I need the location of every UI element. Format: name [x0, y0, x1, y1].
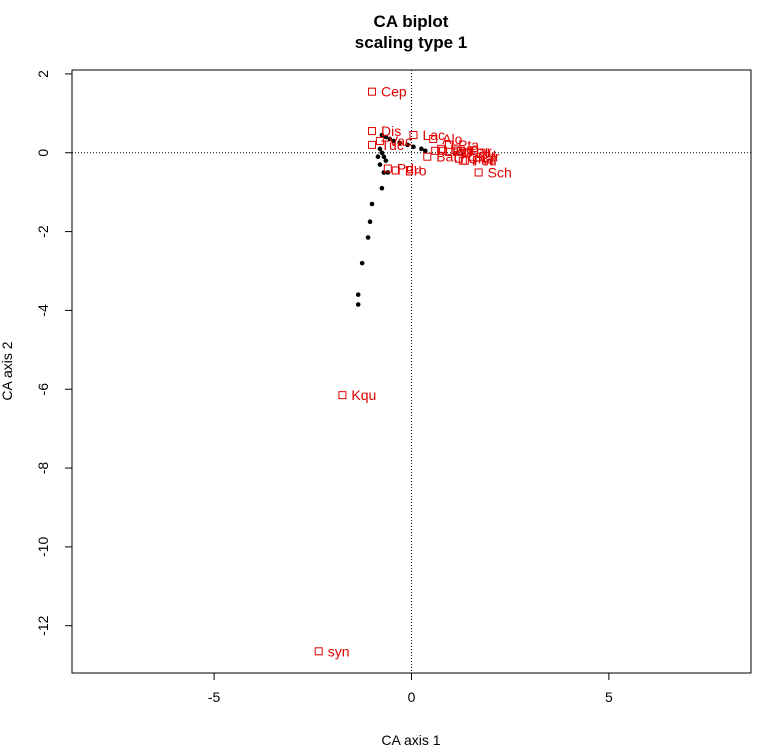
species-marker	[368, 87, 377, 96]
site-point	[383, 134, 389, 140]
site-point	[377, 146, 383, 152]
species-marker	[439, 146, 448, 155]
site-point	[387, 136, 393, 142]
species-label: Vac	[389, 133, 412, 149]
species-label: Pdu	[397, 161, 422, 177]
species-marker	[368, 127, 377, 136]
site-point	[355, 292, 361, 297]
species-marker	[375, 136, 384, 145]
x-tick-label: -5	[208, 689, 221, 705]
species-label: Alo	[442, 131, 462, 147]
y-axis-title: CA axis 2	[0, 341, 15, 400]
y-axis: 2 0 -2 -4 -6 -8 -10 -12	[35, 70, 72, 636]
y-tick-label: 2	[35, 70, 51, 78]
x-axis: -5 0 5	[208, 673, 613, 705]
y-tick-label: -6	[35, 383, 51, 396]
species-label: Dis	[381, 123, 401, 139]
site-point	[375, 154, 381, 160]
species-marker	[474, 168, 483, 177]
site-point	[379, 150, 385, 156]
y-tick-label: -10	[35, 537, 51, 557]
y-tick-label: -2	[35, 225, 51, 238]
site-point	[397, 140, 402, 146]
species-marker	[338, 391, 347, 400]
y-tick-label: -8	[35, 462, 51, 475]
site-point	[367, 219, 373, 225]
species-marker	[391, 166, 400, 175]
species-label: Kqu	[351, 387, 376, 403]
species-marker	[423, 152, 432, 161]
species-marker	[445, 140, 454, 149]
x-tick-label: 0	[408, 689, 416, 705]
species-label: Sch	[488, 164, 512, 180]
species-marker	[431, 146, 440, 155]
site-point	[383, 158, 389, 163]
site-point	[355, 302, 361, 307]
species-label: Cha	[468, 151, 494, 167]
species-label: Bat	[436, 149, 457, 165]
species-marker	[429, 134, 438, 143]
y-tick-label: -4	[35, 304, 51, 317]
reference-lines	[72, 70, 751, 673]
site-point	[365, 235, 371, 240]
site-point	[419, 146, 424, 152]
site-point	[377, 162, 383, 167]
species-label: Cep	[381, 84, 407, 100]
y-tick-label: -12	[35, 615, 51, 635]
species-marker	[314, 647, 323, 656]
species-marker	[456, 146, 465, 155]
species-marker	[437, 144, 446, 153]
species-label: Ecu	[450, 141, 474, 157]
site-point	[381, 154, 387, 160]
site-point	[379, 132, 385, 138]
species-marker	[460, 156, 469, 165]
chart-title: CA biplot	[374, 12, 449, 31]
site-point	[369, 201, 375, 207]
species-label: Pvi	[474, 153, 493, 169]
site-point	[405, 142, 410, 148]
site-points	[355, 132, 428, 307]
species-marker	[383, 164, 392, 173]
x-axis-title: CA axis 1	[381, 732, 440, 748]
chart-subtitle: scaling type 1	[355, 33, 467, 52]
site-point	[423, 148, 428, 154]
species-label: Ptr	[482, 149, 500, 165]
species-label: Tuc	[381, 137, 404, 153]
y-tick-label: 0	[35, 149, 51, 157]
species-marker	[368, 140, 377, 149]
species-label: syn	[328, 643, 350, 659]
site-point	[411, 144, 416, 150]
species-marker	[409, 131, 418, 140]
x-tick-label: 5	[605, 689, 613, 705]
site-point	[391, 138, 397, 144]
species-label: Blu	[476, 145, 496, 161]
site-point	[359, 260, 365, 266]
site-point	[379, 185, 385, 191]
species-label: Par	[470, 143, 492, 159]
species-label: Bro	[405, 163, 427, 179]
species-marker	[468, 152, 477, 161]
species-label: Ped	[472, 153, 497, 169]
